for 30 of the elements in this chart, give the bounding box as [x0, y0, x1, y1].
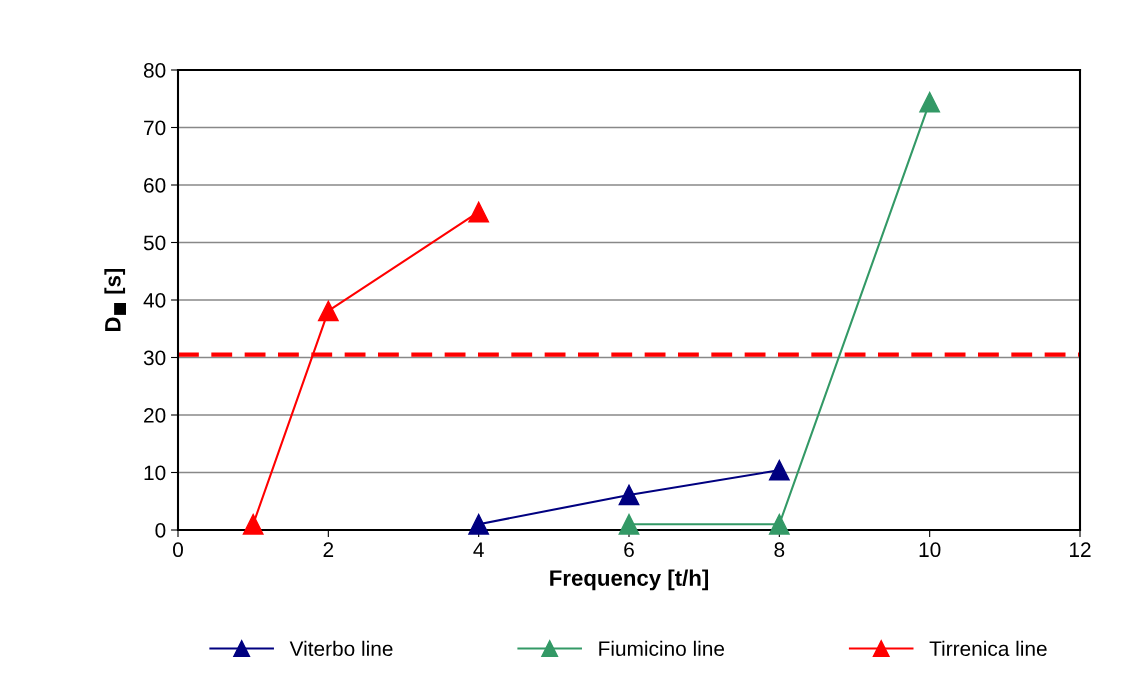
legend-label: Tirrenica line: [929, 640, 1047, 657]
point: [768, 459, 790, 481]
y-tick-label: 30: [143, 350, 166, 366]
point: [768, 513, 790, 535]
y-tick-label: 40: [143, 293, 166, 308]
point: [242, 513, 264, 535]
y-tick-label: 70: [144, 120, 166, 136]
x-tick-label: 6: [624, 542, 634, 558]
legend-label: Fiumicino line: [599, 640, 725, 657]
y-tick-label: 50: [143, 235, 166, 251]
y-tick-label: 10: [144, 465, 166, 481]
point: [468, 201, 490, 223]
point: [919, 91, 941, 113]
y-axis-title: D$_{■}$ [s]: [104, 268, 127, 332]
x-axis-title: Frequency [t/h]: [550, 569, 709, 591]
x-tick-label: 8: [774, 542, 785, 558]
point: [468, 513, 490, 535]
point: [618, 484, 640, 506]
legend-label: Viterbo line: [289, 640, 393, 657]
y-tick-label: 0: [155, 523, 166, 538]
y-tick-label: 80: [143, 63, 166, 78]
x-tick-label: 2: [323, 542, 334, 557]
point: [618, 513, 640, 535]
y-tick-label: 20: [144, 408, 166, 423]
point: [317, 300, 339, 322]
x-tick-label: 12: [1070, 542, 1091, 557]
y-tick-label: 60: [144, 178, 166, 193]
x-tick-label: 0: [173, 542, 183, 558]
x-tick-label: 4: [473, 542, 484, 557]
x-tick-label: 10: [919, 542, 941, 558]
